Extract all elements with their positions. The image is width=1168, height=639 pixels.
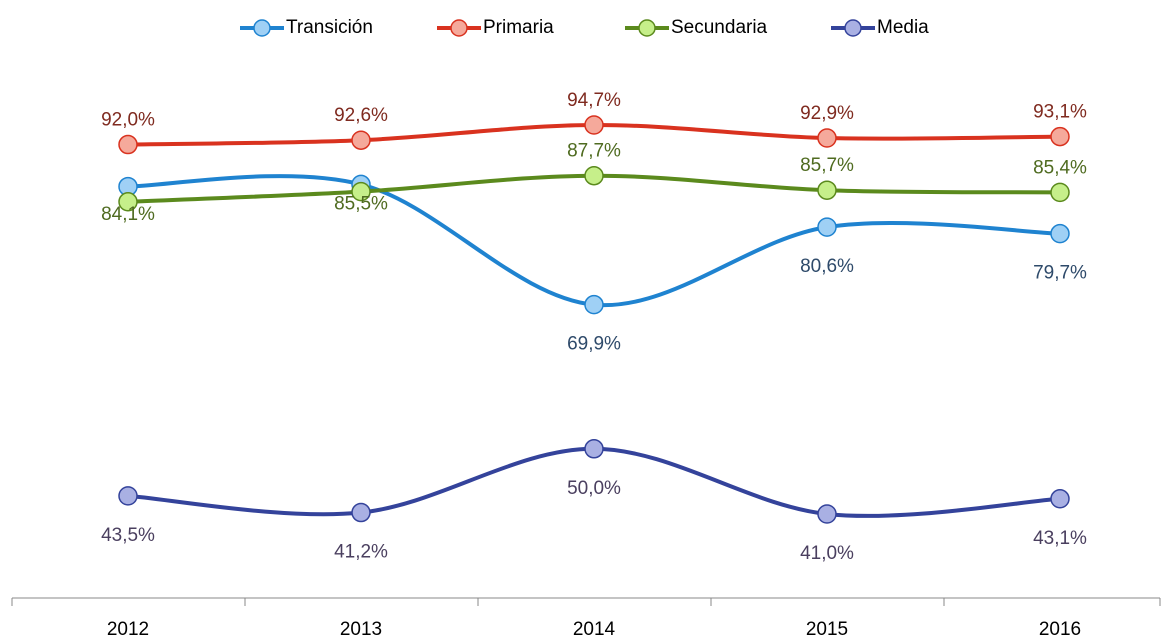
data-label: 92,6%: [334, 105, 388, 126]
data-point: [1050, 182, 1070, 203]
data-label: 41,2%: [334, 542, 388, 563]
data-label: 85,7%: [800, 155, 854, 176]
data-point: [584, 294, 604, 315]
data-label: 80,6%: [800, 256, 854, 277]
data-label: 87,7%: [567, 141, 621, 162]
data-point: [817, 504, 837, 524]
data-point: [118, 486, 138, 506]
data-label: 43,1%: [1033, 528, 1087, 549]
data-label: 85,5%: [334, 194, 388, 215]
legend-marker: [638, 19, 656, 37]
legend-marker: [450, 19, 468, 37]
x-tick-label: 2013: [340, 619, 382, 639]
x-tick-label: 2014: [573, 619, 616, 639]
x-tick-label: 2012: [107, 619, 149, 639]
data-point: [1050, 223, 1070, 244]
data-point: [1050, 126, 1070, 147]
data-label: 41,0%: [800, 543, 854, 564]
data-label: 79,7%: [1033, 263, 1087, 284]
data-label: 93,1%: [1033, 102, 1087, 123]
data-point: [1050, 489, 1070, 509]
data-point: [118, 134, 138, 155]
data-label: 50,0%: [567, 478, 621, 499]
legend-label: Secundaria: [671, 17, 768, 38]
data-point: [817, 128, 837, 148]
x-tick-label: 2015: [806, 619, 848, 639]
data-label: 43,5%: [101, 525, 155, 546]
data-label: 94,7%: [567, 90, 621, 111]
legend-label: Media: [877, 17, 929, 38]
data-point: [118, 192, 138, 212]
data-point: [817, 180, 837, 200]
data-label: 92,0%: [101, 110, 155, 131]
x-tick-label: 2016: [1039, 619, 1081, 639]
data-point: [584, 439, 604, 459]
data-point: [584, 165, 604, 186]
legend-marker: [844, 19, 862, 37]
data-label: 92,9%: [800, 103, 854, 124]
data-label: 85,4%: [1033, 157, 1087, 178]
data-point: [351, 181, 371, 202]
data-point: [817, 217, 837, 237]
legend-label: Primaria: [483, 17, 554, 38]
data-point: [351, 130, 371, 150]
legend-marker: [253, 19, 271, 37]
legend-label: Transición: [286, 17, 373, 38]
data-point: [351, 502, 371, 523]
data-point: [584, 115, 604, 135]
data-label: 84,1%: [101, 204, 155, 225]
data-label: 69,9%: [567, 334, 621, 355]
